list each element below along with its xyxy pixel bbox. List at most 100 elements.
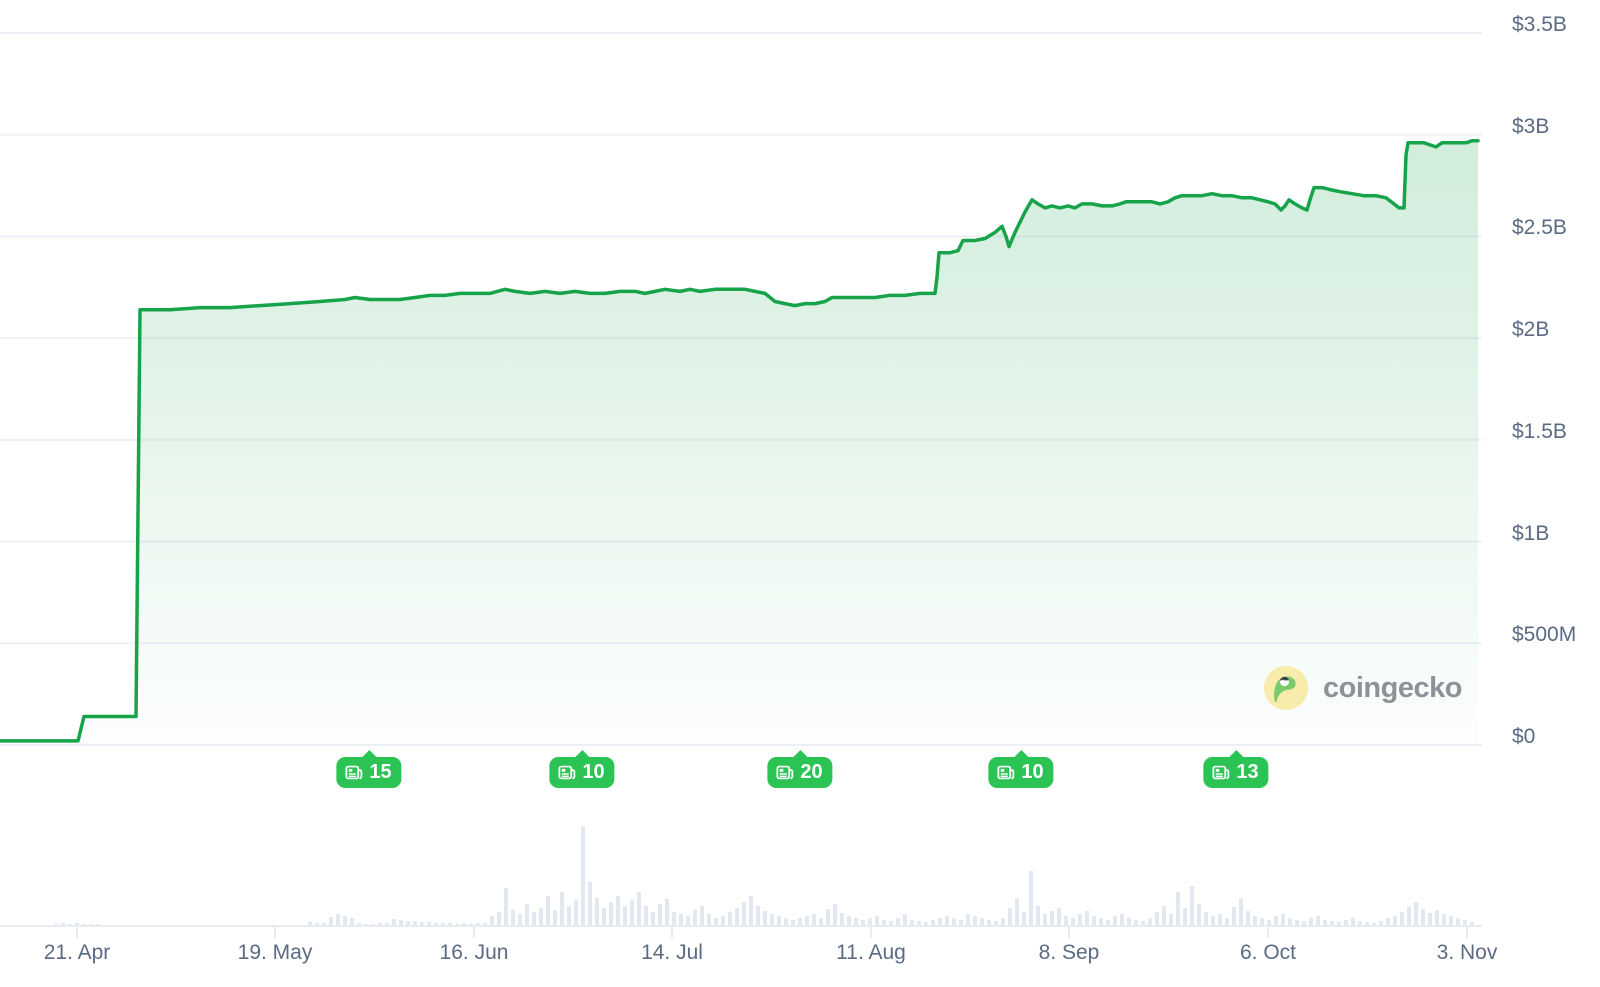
volume-bar — [784, 918, 788, 926]
news-count: 10 — [1021, 761, 1044, 783]
volume-bar — [959, 920, 963, 926]
volume-bar — [1379, 921, 1383, 926]
news-count: 10 — [582, 761, 605, 783]
volume-bar — [315, 923, 319, 926]
volume-bar — [1232, 907, 1236, 926]
volume-bar — [791, 920, 795, 926]
news-badge[interactable]: 20 — [767, 757, 833, 788]
volume-bar — [1302, 921, 1306, 926]
volume-bar — [1407, 907, 1411, 926]
volume-bar — [1456, 918, 1460, 926]
volume-bar — [819, 918, 823, 926]
coingecko-wordmark: coingecko — [1323, 671, 1462, 704]
volume-bar — [805, 916, 809, 926]
volume-bar — [462, 923, 466, 926]
volume-bar — [511, 910, 515, 926]
volume-bar — [1344, 920, 1348, 926]
news-count: 15 — [369, 761, 392, 783]
volume-bar — [504, 888, 508, 926]
volume-bar — [707, 914, 711, 926]
volume-bar — [1092, 916, 1096, 926]
volume-bar — [1050, 911, 1054, 926]
volume-bar — [1120, 914, 1124, 926]
volume-bar — [735, 908, 739, 926]
volume-bar — [560, 892, 564, 926]
volume-bar — [798, 918, 802, 926]
volume-bar — [497, 912, 501, 926]
volume-bar — [693, 910, 697, 926]
newspaper-icon — [1212, 765, 1230, 780]
volume-bar — [406, 921, 410, 926]
volume-bar — [1036, 906, 1040, 926]
volume-bar — [903, 914, 907, 926]
volume-bar — [441, 923, 445, 926]
y-axis-tick-label: $3.5B — [1512, 12, 1567, 36]
volume-bar — [1449, 916, 1453, 926]
volume-bar — [1295, 920, 1299, 926]
volume-bar — [1316, 916, 1320, 926]
volume-bar — [742, 902, 746, 926]
news-badge[interactable]: 10 — [549, 757, 615, 788]
x-axis-tick-label: 3. Nov — [1436, 941, 1498, 964]
volume-bar — [980, 918, 984, 926]
volume-bar — [1190, 886, 1194, 926]
volume-bar — [75, 923, 79, 926]
x-axis-tick-label: 14. Jul — [641, 941, 703, 964]
newspaper-icon — [997, 765, 1015, 780]
volume-bar — [378, 923, 382, 926]
volume-bar — [910, 920, 914, 926]
volume-bar — [420, 922, 424, 926]
volume-bar — [1127, 918, 1131, 926]
news-badge[interactable]: 10 — [988, 757, 1054, 788]
volume-bar — [1274, 916, 1278, 926]
volume-bar — [714, 918, 718, 926]
volume-bar — [1253, 916, 1257, 926]
volume-bar — [343, 916, 347, 926]
volume-bar — [952, 918, 956, 926]
volume-bar — [525, 904, 529, 926]
volume-bar — [616, 896, 620, 926]
volume-bar — [588, 882, 592, 926]
volume-bar — [399, 920, 403, 926]
volume-bar — [728, 912, 732, 926]
volume-bar — [336, 914, 340, 926]
volume-bar — [1239, 898, 1243, 926]
news-badge[interactable]: 13 — [1203, 757, 1269, 788]
volume-bar — [644, 906, 648, 926]
volume-bar — [1001, 918, 1005, 926]
volume-bar — [938, 918, 942, 926]
volume-bar — [994, 921, 998, 926]
volume-bar — [61, 923, 65, 926]
volume-bar — [749, 896, 753, 926]
volume-bar — [1470, 922, 1474, 926]
volume-bar — [350, 918, 354, 926]
newspaper-icon — [776, 765, 794, 780]
volume-bar — [1162, 906, 1166, 926]
volume-bar — [1169, 914, 1173, 926]
volume-bar — [413, 921, 417, 926]
volume-bar — [448, 923, 452, 926]
volume-bar — [392, 919, 396, 926]
volume-bar — [1330, 921, 1334, 926]
volume-bar — [1106, 920, 1110, 926]
volume-bar — [889, 921, 893, 926]
volume-bar — [1008, 908, 1012, 926]
volume-bar — [1197, 904, 1201, 926]
news-badge[interactable]: 15 — [336, 757, 402, 788]
volume-bar — [1071, 918, 1075, 926]
volume-bar — [1225, 918, 1229, 926]
volume-bar — [1113, 916, 1117, 926]
volume-bar — [623, 906, 627, 926]
volume-bar — [532, 912, 536, 926]
volume-bar — [1288, 918, 1292, 926]
volume-bar — [1442, 914, 1446, 926]
volume-bar — [1386, 918, 1390, 926]
volume-bar — [672, 912, 676, 926]
y-axis-tick-label: $0 — [1512, 725, 1536, 748]
volume-bar — [518, 914, 522, 926]
volume-bar — [1309, 918, 1313, 926]
volume-bar — [427, 922, 431, 926]
news-count: 13 — [1236, 761, 1259, 783]
